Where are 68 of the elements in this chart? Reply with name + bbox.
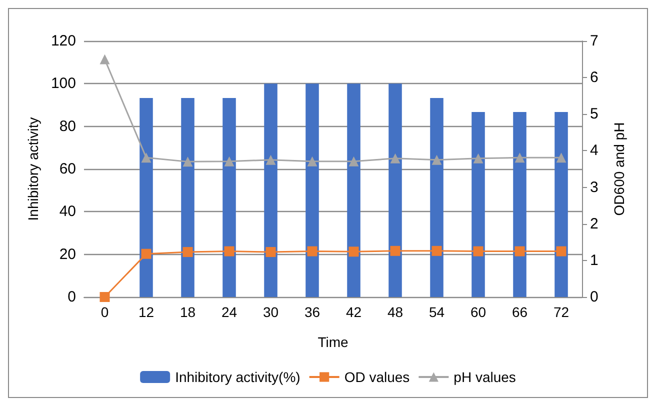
point — [348, 246, 359, 257]
y-tick-label: 0 — [68, 288, 76, 306]
y2-tick-label: 4 — [590, 142, 598, 160]
x-tick-label: 72 — [553, 304, 570, 320]
y-tick-label: 20 — [59, 246, 76, 263]
point — [514, 246, 525, 256]
point — [556, 152, 566, 163]
point — [141, 248, 152, 259]
point — [182, 247, 193, 258]
x-tick-label: 0 — [100, 304, 109, 320]
point — [390, 246, 400, 256]
point — [473, 246, 484, 256]
point — [514, 152, 525, 163]
y2-tick-label: 5 — [590, 106, 598, 123]
x-tick-label: 42 — [346, 304, 362, 320]
x-tick-label: 30 — [262, 304, 279, 320]
x-tick-label: 24 — [221, 304, 238, 320]
point — [390, 153, 400, 164]
x-tick-label: 12 — [138, 304, 154, 320]
x-tick-label: 66 — [512, 304, 528, 320]
bar — [430, 98, 444, 297]
legend-label: OD values — [344, 369, 410, 385]
point — [432, 246, 442, 256]
y-tick-label: 100 — [50, 75, 76, 92]
x-tick-label: 60 — [470, 304, 486, 320]
bar — [306, 84, 319, 297]
bar — [140, 98, 153, 297]
point — [182, 156, 193, 167]
y2-tick-label: 6 — [590, 69, 598, 86]
y2-axis-title: OD600 and pH — [611, 122, 627, 216]
y-tick-label: 40 — [59, 203, 76, 220]
bar — [472, 112, 485, 297]
y-tick-label: 80 — [59, 118, 76, 135]
bar — [222, 98, 236, 297]
x-tick-label: 54 — [428, 304, 445, 320]
bar — [513, 112, 526, 297]
legend-label: Inhibitory activity(%) — [175, 369, 300, 385]
y2-tick-label: 7 — [590, 32, 598, 50]
x-tick-label: 36 — [304, 304, 320, 320]
y-tick-label: 60 — [59, 160, 76, 178]
point — [473, 153, 484, 164]
y-tick-label: 120 — [50, 32, 76, 50]
point — [224, 156, 234, 166]
point — [100, 292, 110, 302]
point — [141, 152, 152, 163]
bar — [554, 112, 568, 297]
point — [432, 154, 442, 165]
bar — [347, 84, 360, 297]
y2-tick-label: 3 — [590, 178, 598, 196]
bar — [388, 84, 402, 297]
y-axis-title: Inhibitory activity — [25, 117, 42, 221]
x-tick-label: 48 — [387, 304, 404, 320]
bar — [181, 98, 194, 297]
legend-label: pH values — [454, 369, 516, 385]
y2-tick-label: 0 — [590, 288, 598, 306]
y2-tick-label: 1 — [590, 252, 598, 269]
point — [224, 246, 234, 256]
x-tick-label: 18 — [180, 304, 196, 320]
y2-tick-label: 2 — [590, 215, 598, 232]
point — [348, 156, 359, 166]
point — [556, 246, 566, 256]
bar — [264, 84, 278, 297]
point — [307, 246, 318, 256]
point — [266, 154, 276, 165]
x-axis-title: Time — [318, 334, 349, 350]
point — [266, 247, 276, 258]
point — [307, 156, 318, 166]
point — [100, 54, 110, 64]
